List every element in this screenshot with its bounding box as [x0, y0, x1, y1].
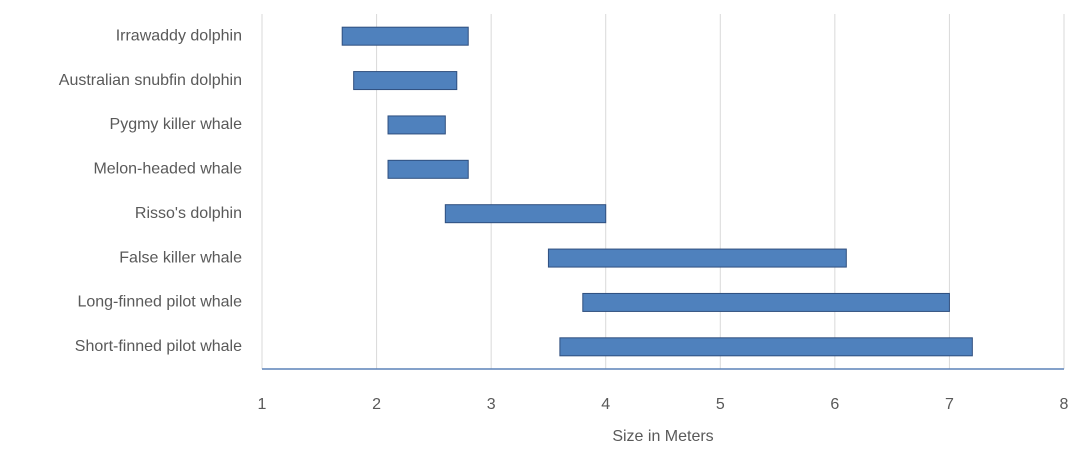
x-tick-label: 2	[372, 396, 381, 413]
x-axis-title: Size in Meters	[612, 428, 713, 445]
y-tick-label: Australian snubfin dolphin	[59, 72, 242, 89]
bar	[559, 337, 973, 357]
y-tick-label: Pygmy killer whale	[110, 116, 243, 133]
bar	[341, 26, 469, 46]
y-tick-label: Melon-headed whale	[93, 161, 242, 178]
x-tick-label: 4	[601, 396, 610, 413]
y-tick-label: Irrawaddy dolphin	[116, 27, 242, 44]
bar	[444, 204, 607, 224]
x-tick-label: 6	[830, 396, 839, 413]
x-tick-label: 7	[945, 396, 954, 413]
bar	[387, 115, 446, 135]
x-tick-label: 3	[487, 396, 496, 413]
bar	[582, 292, 950, 312]
y-tick-label: Risso's dolphin	[135, 205, 242, 222]
x-tick-label: 8	[1060, 396, 1069, 413]
bar	[353, 71, 458, 91]
x-tick-label: 1	[258, 396, 267, 413]
x-tick-label: 5	[716, 396, 725, 413]
bar	[387, 159, 469, 179]
y-tick-label: Long-finned pilot whale	[77, 294, 242, 311]
y-tick-label: Short-finned pilot whale	[75, 338, 242, 355]
y-tick-label: False killer whale	[119, 249, 242, 266]
bar	[547, 248, 847, 268]
